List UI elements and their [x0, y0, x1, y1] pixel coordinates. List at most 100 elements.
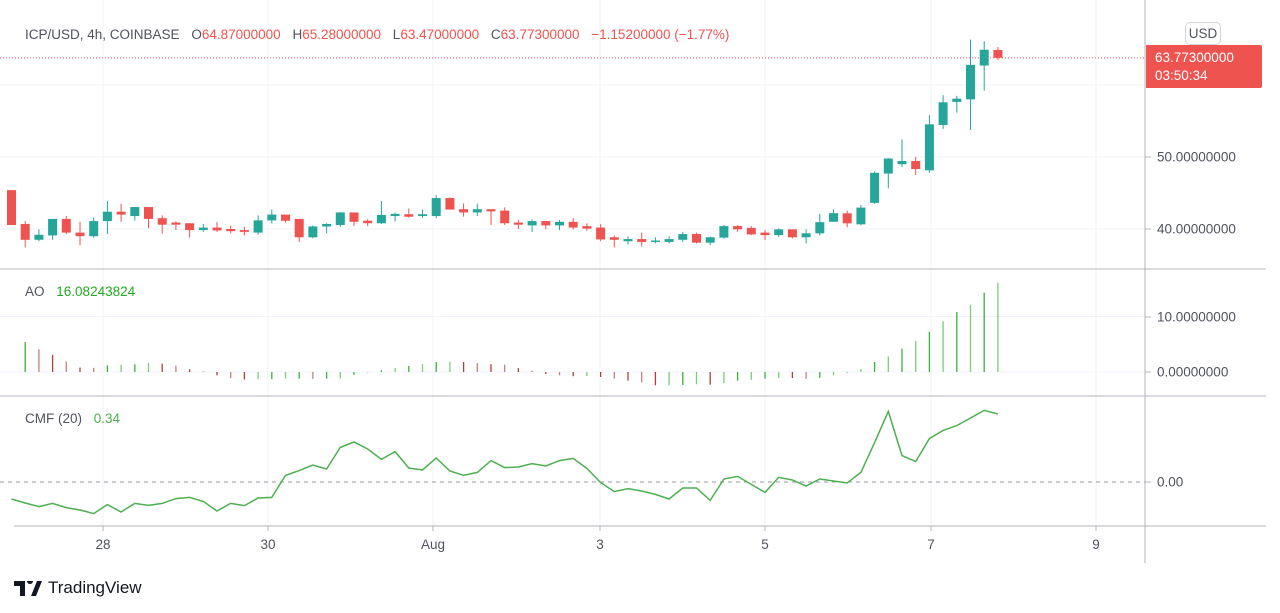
candle-body — [911, 161, 921, 170]
candle-body — [404, 214, 414, 217]
ao-histogram — [24, 282, 999, 386]
candle-body — [829, 213, 838, 222]
candle-body — [102, 211, 112, 222]
cmf-series-line — [11, 409, 999, 515]
candle-body — [568, 221, 578, 228]
grid-lines — [0, 0, 1145, 526]
candle-body — [322, 223, 332, 227]
currency-button[interactable]: USD — [1185, 22, 1221, 45]
candle-body — [226, 229, 236, 232]
time-tick-label: 9 — [1092, 537, 1100, 552]
cmf-tick-label: 0.00 — [1157, 474, 1184, 490]
candle-body — [774, 229, 784, 236]
candle-body — [541, 221, 551, 226]
candle-body — [500, 210, 510, 224]
candle-body — [89, 221, 99, 237]
ao-legend: AO 16.08243824 — [25, 284, 143, 299]
ao-title[interactable]: AO — [25, 284, 45, 299]
candle-body — [719, 226, 729, 238]
candle-body — [650, 240, 660, 242]
candle-body — [815, 222, 825, 234]
cmf-legend: CMF (20) 0.34 — [25, 411, 128, 426]
candle-body — [527, 221, 537, 226]
time-tick-label: 7 — [927, 537, 935, 552]
candle-body — [20, 223, 30, 240]
ao-value: 16.08243824 — [56, 284, 136, 299]
change-value: −1.15200000 (−1.77%) — [591, 27, 730, 42]
candle-body — [678, 234, 688, 240]
candle-body — [637, 239, 647, 242]
candle-body — [596, 227, 606, 240]
candle-body — [733, 226, 743, 230]
price-candles — [7, 39, 1003, 248]
candle-body — [513, 222, 523, 225]
candle-body — [308, 226, 318, 238]
time-tick-label: 28 — [95, 537, 111, 552]
bar-countdown: 03:50:34 — [1155, 68, 1208, 83]
ao-tick-label: 0.00000000 — [1157, 364, 1229, 380]
cmf-value: 0.34 — [93, 411, 121, 426]
candle-body — [144, 207, 153, 219]
candle-body — [623, 239, 633, 242]
low-label: L — [392, 27, 401, 42]
candle-body — [897, 161, 907, 165]
candle-body — [157, 218, 167, 225]
candle-body — [664, 239, 674, 242]
candle-body — [555, 221, 564, 226]
time-tick-label: 30 — [260, 537, 276, 552]
candle-body — [801, 233, 811, 238]
candle-body — [61, 218, 71, 233]
price-tick-label: 50.00000000 — [1157, 149, 1236, 165]
open-value: 64.87000000 — [201, 27, 281, 42]
symbol-title[interactable]: ICP/USD, 4h, COINBASE — [25, 27, 180, 42]
close-value: 63.77300000 — [500, 27, 580, 42]
candle-body — [185, 223, 195, 231]
candle-body — [34, 234, 44, 240]
candle-body — [856, 207, 866, 225]
candle-body — [966, 64, 975, 100]
candle-body — [760, 232, 770, 236]
candle-body — [431, 198, 441, 217]
candle-body — [335, 212, 345, 226]
candle-body — [171, 222, 181, 225]
candle-body — [883, 158, 893, 174]
candle-body — [239, 230, 249, 232]
candle-body — [390, 213, 400, 217]
candle-body — [75, 232, 85, 237]
candle-body — [924, 124, 934, 171]
cmf-title[interactable]: CMF (20) — [25, 411, 82, 426]
candle-body — [459, 209, 469, 213]
high-label: H — [292, 27, 303, 42]
candle-body — [281, 214, 290, 221]
candle-body — [294, 218, 304, 238]
candle-body — [212, 227, 222, 231]
candle-body — [952, 98, 962, 102]
low-value: 63.47000000 — [400, 27, 480, 42]
candle-body — [993, 49, 1003, 58]
cmf-line — [11, 409, 999, 515]
ao-tick-label: 10.00000000 — [1157, 309, 1236, 325]
price-tick-label: 40.00000000 — [1157, 221, 1236, 237]
pane-borders — [0, 0, 1266, 563]
candle-body — [486, 209, 496, 212]
time-tick-label: 3 — [596, 537, 604, 552]
last-price-label: 63.77300000 03:50:34 — [1146, 45, 1262, 88]
candle-body — [582, 226, 592, 229]
candle-body — [870, 172, 880, 203]
candle-body — [198, 227, 208, 231]
tradingview-logo-icon — [14, 580, 42, 596]
candle-body — [363, 220, 373, 224]
candle-body — [376, 214, 386, 224]
candle-body — [48, 218, 58, 236]
candle-body — [746, 227, 756, 235]
candle-body — [445, 198, 455, 210]
main-legend: ICP/USD, 4h, COINBASE O64.87000000 H65.2… — [25, 27, 737, 42]
candle-body — [418, 214, 427, 217]
candle-body — [842, 213, 852, 224]
high-value: 65.28000000 — [302, 27, 382, 42]
candle-body — [705, 237, 715, 243]
candle-body — [130, 207, 140, 217]
candle-body — [253, 220, 263, 233]
tradingview-logo[interactable]: TradingView — [14, 578, 142, 598]
